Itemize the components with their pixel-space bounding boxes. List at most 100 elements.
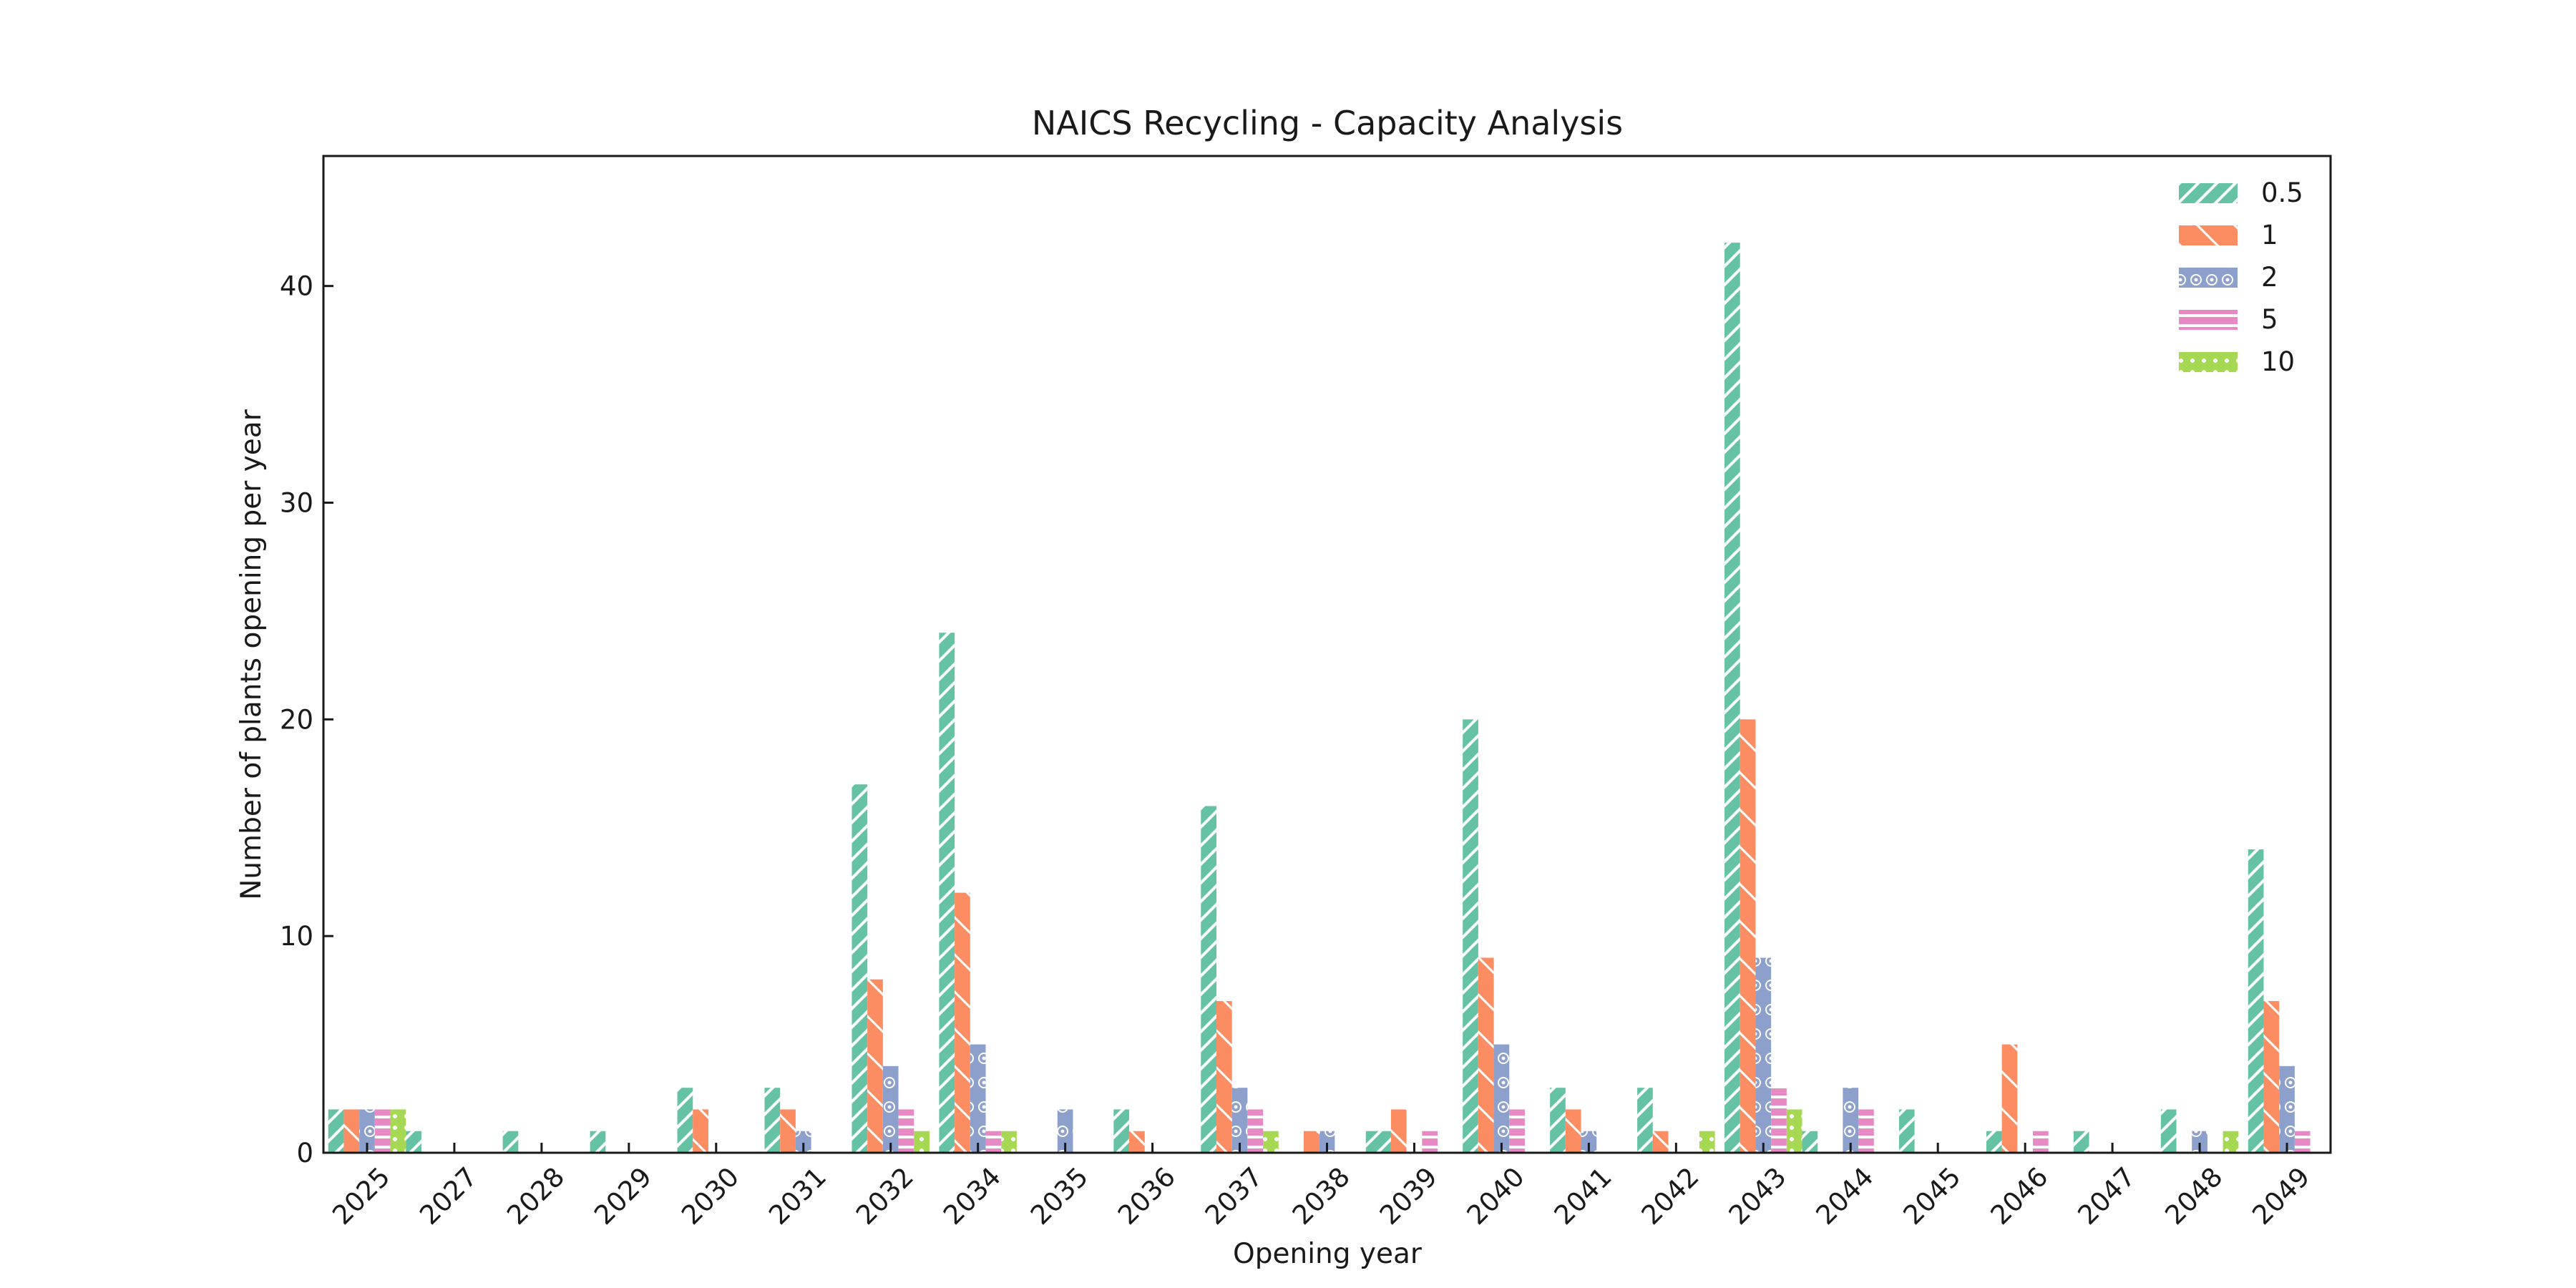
bar-2030-0_5: [677, 1088, 693, 1153]
y-tick-label: 40: [280, 271, 313, 302]
legend-label: 10: [2261, 346, 2295, 377]
x-axis-title: Opening year: [1233, 1238, 1423, 1270]
bar-2049-5: [2294, 1131, 2311, 1153]
x-tick-label: 2040: [1461, 1161, 1531, 1231]
bar-2039-5: [1422, 1131, 1438, 1153]
bar-2042-0_5: [1637, 1088, 1653, 1153]
bar-2048-0_5: [2160, 1109, 2177, 1153]
legend-swatch: [2179, 352, 2238, 372]
legend-swatch: [2179, 225, 2238, 245]
bar-2039-1: [1390, 1109, 1407, 1153]
bar-2034-5: [985, 1131, 1002, 1153]
bar-2031-0_5: [764, 1088, 781, 1153]
bar-2037-10: [1263, 1131, 1279, 1153]
bar-2032-1: [867, 979, 883, 1153]
bar-extra-2025: [406, 1131, 421, 1153]
bar-2030-1: [693, 1109, 708, 1153]
x-axis: 2025 2027 2028 2029 2030 2031 2032 2034 2035 2036…: [326, 1143, 2316, 1231]
y-axis-title: Number of plants opening per year: [235, 409, 268, 899]
y-tick-label: 10: [280, 921, 313, 952]
bar-2035-2: [1057, 1109, 1073, 1153]
bar-2048-10: [2223, 1131, 2239, 1153]
bar-2041-2: [1581, 1131, 1597, 1153]
bar-2042-1: [1652, 1131, 1669, 1153]
x-tick-label: 2036: [1112, 1161, 1181, 1231]
plot-frame: [322, 155, 2332, 1154]
x-tick-label: 2043: [1723, 1161, 1792, 1231]
bar-2040-2: [1493, 1044, 1510, 1153]
legend-swatch: [2179, 268, 2238, 288]
chart-title: NAICS Recycling - Capacity Analysis: [1032, 104, 1623, 142]
bar-2025-1: [343, 1109, 360, 1153]
x-tick-label: 2042: [1636, 1161, 1705, 1231]
x-tick-label: 2029: [588, 1161, 658, 1231]
bar-2038-2: [1319, 1131, 1335, 1153]
x-tick-label: 2030: [675, 1161, 745, 1231]
bar-2042-10: [1699, 1131, 1715, 1153]
x-tick-label: 2041: [1548, 1161, 1618, 1231]
x-tick-label: 2031: [763, 1161, 832, 1231]
bar-2043-10: [1786, 1109, 1802, 1153]
bar-2044-5: [1858, 1109, 1874, 1153]
bar-extra-2038: [1365, 1131, 1382, 1153]
legend-label: 1: [2261, 220, 2278, 250]
bar-2031-2: [795, 1131, 811, 1153]
y-axis: 0 10 20 30 40: [280, 271, 333, 1169]
legend-swatch: [2179, 310, 2238, 330]
x-tick-label: 2035: [1025, 1161, 1094, 1231]
bar-2025-2: [359, 1109, 375, 1153]
bar-2040-0_5: [1463, 719, 1478, 1153]
bar-2034-10: [1001, 1131, 1017, 1153]
bar-2043-5: [1771, 1088, 1787, 1153]
bar-2034-2: [970, 1044, 986, 1153]
y-tick-label: 20: [280, 704, 313, 735]
legend-swatch: [2179, 183, 2238, 203]
x-tick-label: 2046: [1985, 1161, 2054, 1231]
bar-2025-10: [390, 1109, 406, 1153]
bar-2047-0_5: [2073, 1131, 2089, 1153]
bar-2044-2: [1843, 1088, 1859, 1153]
bar-2045-0_5: [1898, 1109, 1915, 1153]
x-tick-label: 2027: [414, 1161, 483, 1231]
y-tick-label: 30: [280, 488, 313, 519]
bar-2036-1: [1129, 1131, 1145, 1153]
legend: 0.5 1 2 5 10: [2179, 177, 2303, 377]
bar-2025-5: [374, 1109, 391, 1153]
y-tick-label: 0: [296, 1138, 313, 1169]
bars-layer: [328, 243, 2311, 1153]
bar-2046-1: [2001, 1044, 2018, 1153]
bar-2034-1: [955, 892, 970, 1153]
legend-label: 2: [2261, 262, 2278, 293]
bar-2049-1: [2263, 1001, 2280, 1153]
x-tick-label: 2032: [850, 1161, 919, 1231]
bar-2049-2: [2279, 1065, 2295, 1153]
bar-2037-0_5: [1201, 806, 1216, 1153]
bar-2032-0_5: [852, 784, 868, 1153]
bar-2046-0_5: [1986, 1131, 2002, 1153]
bar-extra-2043: [1802, 1131, 1818, 1153]
legend-label: 0.5: [2261, 177, 2303, 208]
bar-2037-5: [1247, 1109, 1264, 1153]
x-tick-label: 2039: [1374, 1161, 1443, 1231]
x-tick-label: 2048: [2159, 1161, 2228, 1231]
bar-2037-1: [1216, 1001, 1232, 1153]
bar-2043-0_5: [1724, 243, 1740, 1153]
legend-label: 5: [2261, 304, 2278, 335]
bar-2032-2: [882, 1065, 899, 1153]
x-tick-label: 2047: [2072, 1161, 2141, 1231]
x-tick-label: 2034: [937, 1161, 1007, 1231]
bar-2032-10: [914, 1131, 930, 1153]
bar-2029-0_5: [590, 1131, 606, 1153]
bar-2032-5: [898, 1109, 914, 1153]
x-tick-label: 2038: [1287, 1161, 1356, 1231]
x-tick-label: 2045: [1898, 1161, 1967, 1231]
x-tick-label: 2037: [1199, 1161, 1269, 1231]
bar-2038-1: [1303, 1131, 1319, 1153]
bar-2041-1: [1565, 1109, 1581, 1153]
bar-2049-0_5: [2248, 849, 2264, 1153]
x-tick-label: 2044: [1810, 1161, 1880, 1231]
bar-2031-1: [780, 1109, 796, 1153]
bar-2043-2: [1755, 957, 1772, 1153]
x-tick-label: 2028: [501, 1161, 570, 1231]
